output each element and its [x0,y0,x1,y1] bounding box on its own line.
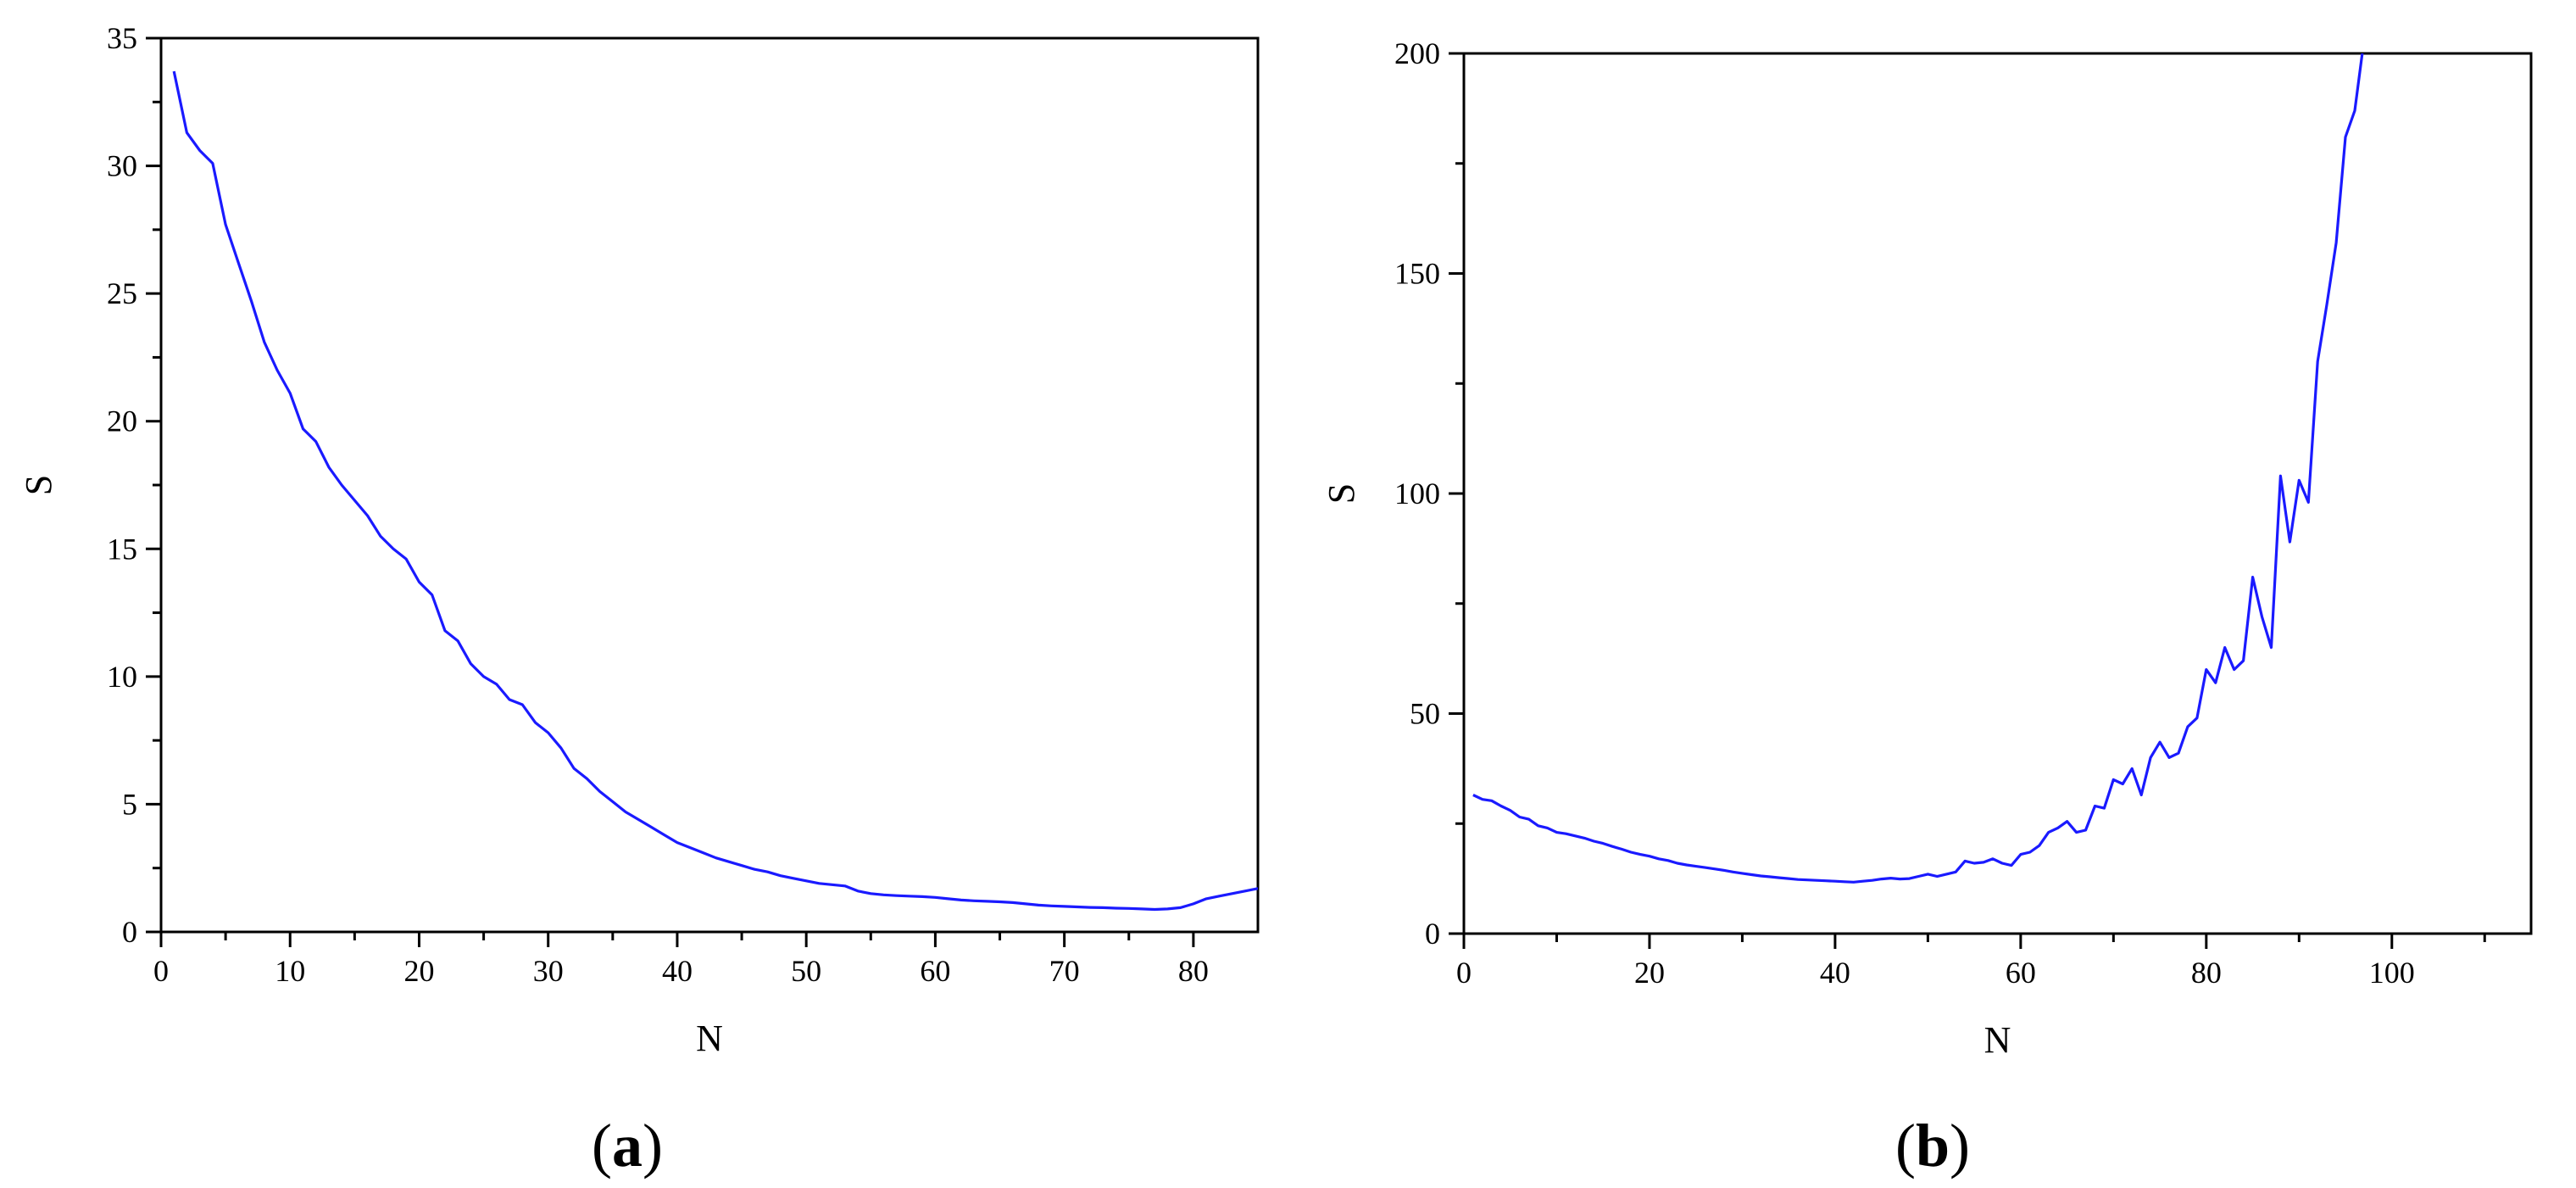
chart-a-x-tick-label: 30 [533,954,564,988]
chart-b-y-tick-label: 50 [1410,697,1440,731]
chart-a-y-axis-label: S [18,475,59,495]
chart-b-y-tick-label: 100 [1394,477,1440,510]
chart-panel-a: 0 10 20 30 40 50 60 70 80 0 5 10 15 20 25 30 35 N S [18,21,1260,1059]
chart-a-x-tick-label: 10 [275,954,305,988]
chart-a-y-tick-label: 20 [107,404,137,438]
panel-caption-a: (a) [592,1112,663,1180]
chart-a-plot-frame [159,36,1260,934]
chart-b-x-tick-label: 80 [2191,956,2222,990]
chart-a-x-tick-label: 60 [920,954,950,988]
chart-a-x-tick-label: 50 [791,954,821,988]
chart-a-y-tick-label: 25 [107,276,137,310]
chart-a-y-tick-label: 10 [107,660,137,694]
chart-b-y-tick-label: 150 [1394,257,1440,291]
chart-a-y-tick-label: 5 [122,787,137,821]
chart-b-x-tick-label: 20 [1634,956,1665,990]
chart-b-x-axis-label: N [1984,1019,2011,1061]
chart-a-series-line [172,70,1258,912]
chart-b-x-tick-label: 100 [2369,956,2415,990]
chart-b-plot-frame [1462,52,2533,935]
chart-panel-b: 0 20 40 60 80 100 0 50 100 150 200 N S [1321,36,2533,1061]
panel-caption-b: (b) [1894,1112,1970,1180]
chart-b-x-tick-label: 60 [2006,956,2036,990]
chart-a-y-tick-label: 15 [107,532,137,566]
chart-a-x-tick-label: 70 [1049,954,1080,988]
chart-a-y-tick-label: 0 [122,915,137,949]
chart-b-y-axis-label: S [1321,483,1362,504]
chart-a-x-axis-label: N [696,1018,723,1059]
chart-a-y-tick-label: 30 [107,149,137,183]
chart-a-y-tick-label: 35 [107,21,137,55]
chart-a-x-tick-label: 0 [153,954,169,988]
chart-b-y-tick-label: 200 [1394,36,1440,70]
chart-b-x-tick-label: 0 [1456,956,1472,990]
chart-b-series-line [1472,53,2364,884]
chart-a-x-tick-label: 20 [403,954,434,988]
chart-b-x-tick-label: 40 [1820,956,1850,990]
chart-a-x-tick-label: 40 [662,954,693,988]
chart-a-x-tick-label: 80 [1178,954,1209,988]
chart-b-y-tick-label: 0 [1425,917,1440,951]
